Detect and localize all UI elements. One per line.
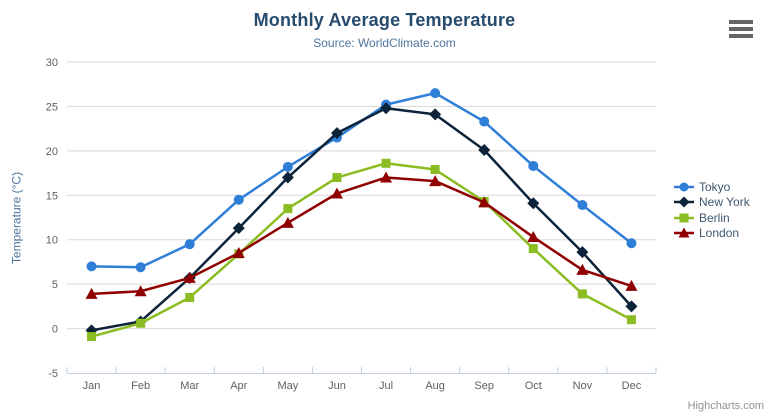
legend-label: London — [699, 226, 740, 241]
data-point-marker[interactable] — [381, 158, 391, 168]
data-point-marker[interactable] — [135, 262, 146, 273]
data-point-marker[interactable] — [332, 173, 342, 183]
series-line[interactable] — [90, 176, 633, 296]
data-point-marker[interactable] — [528, 244, 538, 254]
data-point-marker[interactable] — [232, 247, 245, 259]
data-point-marker[interactable] — [479, 116, 490, 127]
hamburger-icon — [729, 27, 753, 31]
data-point-marker[interactable] — [576, 246, 589, 259]
y-axis-label: 5 — [52, 279, 58, 291]
data-point-marker[interactable] — [233, 194, 244, 205]
x-axis-label: Sep — [474, 380, 494, 392]
data-point-marker[interactable] — [626, 315, 636, 325]
data-point-marker[interactable] — [478, 143, 491, 156]
data-point-marker[interactable] — [577, 289, 587, 299]
x-axis-label: Jul — [379, 380, 393, 392]
data-point-marker[interactable] — [380, 171, 393, 183]
y-axis-title: Temperature (°C) — [9, 171, 24, 265]
legend-symbol — [678, 196, 690, 208]
legend-item-tokyo[interactable]: Tokyo — [674, 179, 750, 195]
x-axis-label: May — [277, 380, 298, 392]
legend-marker-diamond-icon — [674, 196, 694, 208]
y-axis-label: 10 — [46, 235, 58, 247]
context-menu-button[interactable] — [729, 20, 753, 38]
chart-title: Monthly Average Temperature — [253, 10, 516, 30]
data-point-marker[interactable] — [626, 238, 637, 249]
legend-item-berlin[interactable]: Berlin — [674, 210, 750, 226]
x-axis-label: Oct — [525, 380, 542, 392]
data-point-marker[interactable] — [85, 287, 98, 299]
data-point-marker[interactable] — [185, 292, 195, 302]
y-axis-label: -5 — [48, 368, 58, 380]
data-point-marker[interactable] — [625, 300, 638, 313]
data-point-marker[interactable] — [429, 108, 442, 121]
data-point-marker[interactable] — [330, 127, 343, 140]
legend-symbol — [679, 182, 689, 192]
series-line[interactable] — [90, 106, 633, 332]
data-point-marker[interactable] — [184, 239, 195, 250]
data-point-marker[interactable] — [282, 161, 293, 172]
data-point-marker[interactable] — [232, 222, 245, 235]
legend: Tokyo New York Berlin London — [674, 179, 750, 241]
data-point-marker[interactable] — [283, 204, 293, 214]
credits-link[interactable]: Highcharts.com — [687, 400, 764, 412]
series-berlin[interactable] — [87, 158, 636, 342]
series-line[interactable] — [90, 162, 633, 338]
y-axis-label: 15 — [46, 190, 58, 202]
series-new-york[interactable] — [85, 102, 638, 337]
data-point-marker[interactable] — [527, 231, 540, 243]
x-axis-label: Dec — [622, 380, 642, 392]
y-axis-label: 25 — [46, 101, 58, 113]
legend-marker-triangle-icon — [674, 227, 694, 238]
data-point-marker[interactable] — [625, 279, 638, 291]
data-point-marker[interactable] — [528, 160, 539, 171]
data-point-marker[interactable] — [281, 171, 294, 184]
x-axis-label: Mar — [180, 380, 199, 392]
x-axis-label: Apr — [230, 380, 247, 392]
data-point-marker[interactable] — [380, 102, 393, 115]
data-point-marker[interactable] — [330, 187, 343, 199]
legend-label: Tokyo — [699, 179, 731, 194]
data-point-marker[interactable] — [478, 196, 491, 208]
x-axis-label: Feb — [131, 380, 150, 392]
legend-item-new-york[interactable]: New York — [674, 195, 750, 211]
y-axis-label: 30 — [46, 57, 58, 69]
y-axis-label: 20 — [46, 146, 58, 158]
x-axis-label: Jun — [328, 380, 346, 392]
chart-subtitle: Source: WorldClimate.com — [313, 36, 456, 50]
data-point-marker[interactable] — [86, 261, 97, 272]
legend-symbol — [678, 227, 690, 238]
hamburger-icon — [729, 20, 753, 24]
series-london[interactable] — [85, 171, 638, 299]
data-point-marker[interactable] — [576, 263, 589, 275]
x-axis-label: Aug — [425, 380, 445, 392]
legend-label: Berlin — [699, 210, 730, 225]
legend-marker-square-icon — [674, 213, 694, 223]
data-point-marker[interactable] — [577, 200, 588, 211]
data-point-marker[interactable] — [430, 88, 441, 99]
data-point-marker[interactable] — [134, 285, 147, 297]
hamburger-icon — [729, 34, 753, 38]
legend-symbol — [679, 213, 689, 223]
data-point-marker[interactable] — [429, 175, 442, 187]
data-point-marker[interactable] — [281, 216, 294, 228]
data-point-marker[interactable] — [183, 271, 196, 283]
legend-item-london[interactable]: London — [674, 226, 750, 242]
legend-label: New York — [699, 195, 750, 210]
y-axis-label: 0 — [52, 324, 58, 336]
x-axis-label: Jan — [83, 380, 101, 392]
series-line[interactable] — [90, 91, 633, 269]
data-point-marker[interactable] — [136, 318, 146, 328]
data-point-marker[interactable] — [430, 165, 440, 175]
series-tokyo[interactable] — [86, 88, 637, 273]
x-axis-label: Nov — [573, 380, 593, 392]
legend-marker-circle-icon — [674, 182, 694, 192]
data-point-marker[interactable] — [87, 332, 97, 342]
data-point-marker[interactable] — [527, 197, 540, 210]
